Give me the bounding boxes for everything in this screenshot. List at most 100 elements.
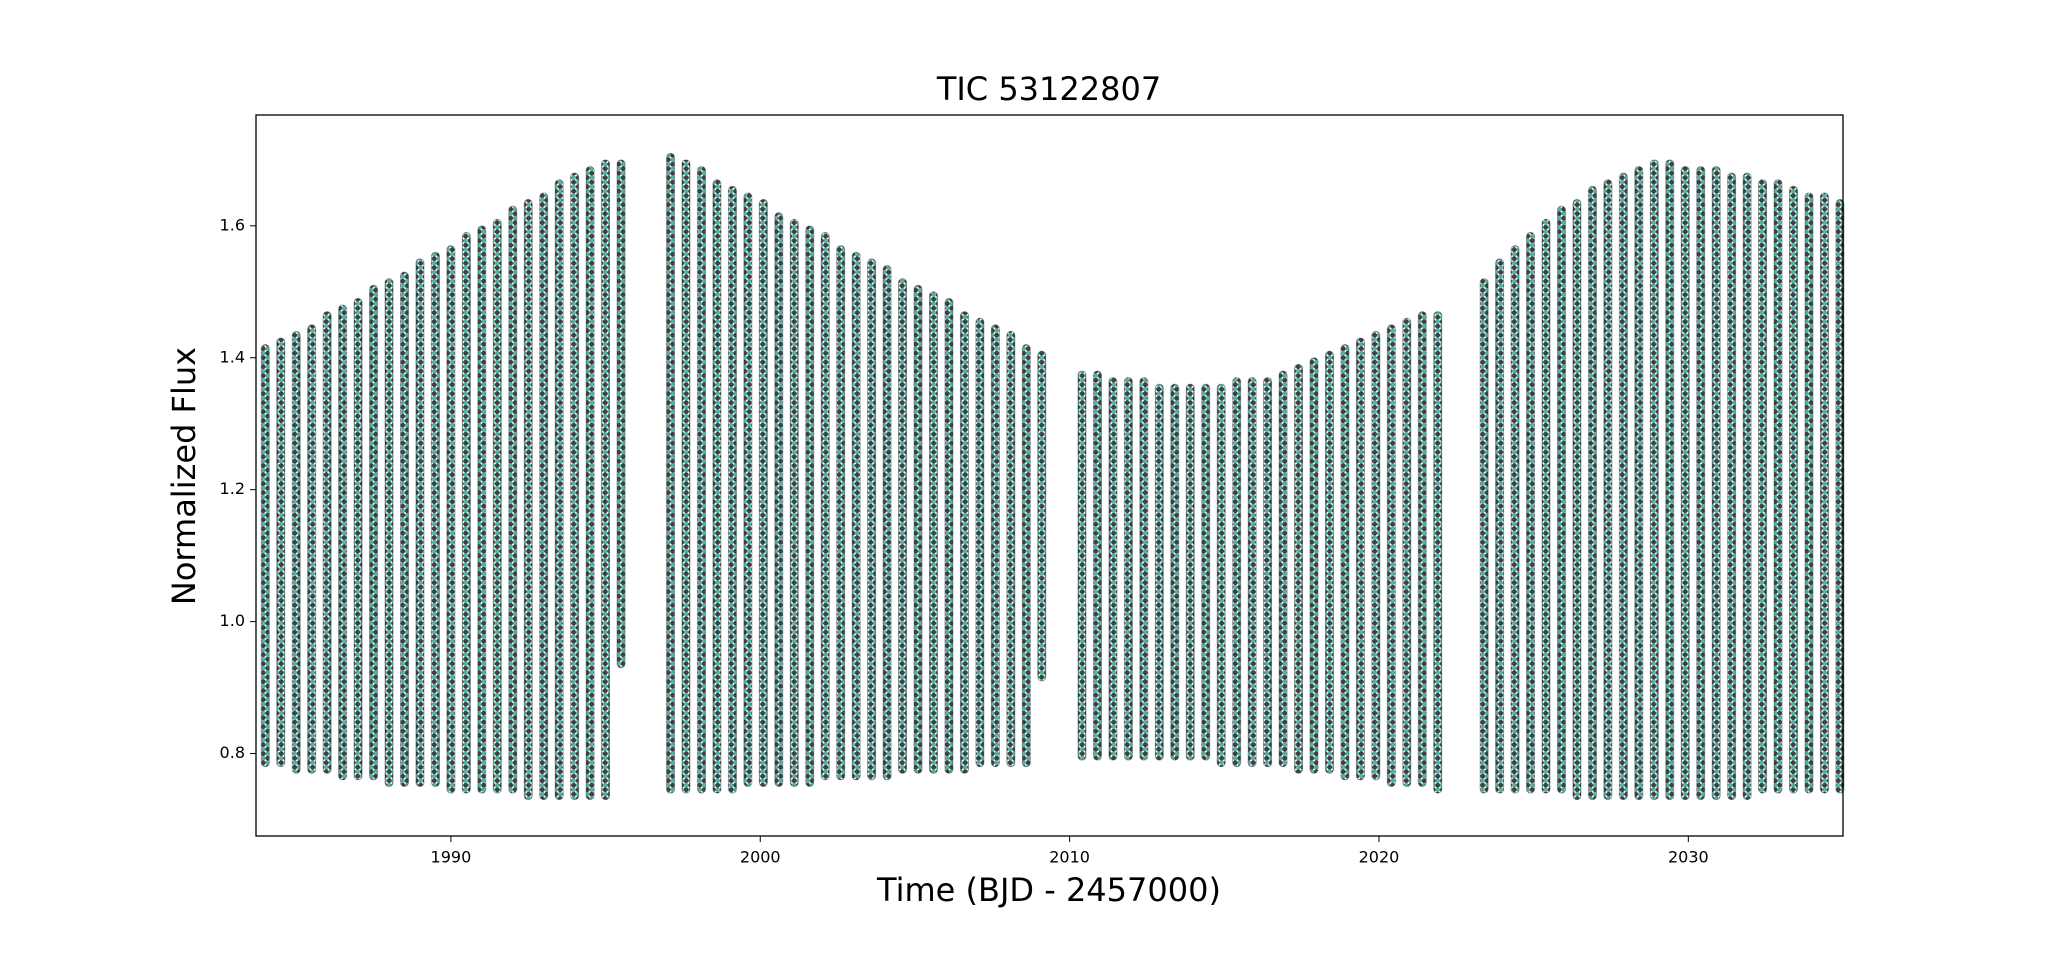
- flux-column: [1495, 258, 1505, 794]
- flux-column: [959, 311, 969, 774]
- flux-column: [681, 159, 691, 794]
- flux-column: [1572, 198, 1582, 801]
- flux-column: [1108, 377, 1118, 761]
- flux-column: [1665, 159, 1675, 801]
- flux-column: [446, 245, 456, 794]
- flux-column: [1556, 205, 1566, 794]
- flux-column: [1634, 165, 1644, 801]
- flux-column: [1170, 383, 1180, 761]
- flux-column: [1680, 165, 1690, 801]
- flux-column: [1294, 363, 1304, 774]
- flux-column: [1727, 172, 1737, 801]
- flux-column: [1479, 278, 1489, 794]
- flux-column: [805, 225, 815, 788]
- flux-column: [1835, 198, 1845, 794]
- flux-column: [1758, 179, 1768, 794]
- flux-column: [1402, 317, 1412, 788]
- x-tick-label: 2000: [740, 848, 781, 867]
- flux-column: [1092, 370, 1102, 761]
- y-axis-label: Normalized Flux: [165, 347, 203, 605]
- flux-column: [1355, 337, 1365, 781]
- flux-column: [1649, 159, 1659, 801]
- x-tick-label: 1990: [431, 848, 472, 867]
- flux-column: [338, 304, 348, 781]
- flux-column: [743, 192, 753, 788]
- flux-column: [1216, 383, 1226, 768]
- flux-column: [1371, 330, 1381, 781]
- flux-column: [384, 278, 394, 788]
- flux-column: [1154, 383, 1164, 761]
- y-tick-label: 1.2: [220, 479, 245, 498]
- flux-column: [539, 192, 549, 801]
- flux-column: [882, 264, 892, 781]
- flux-column: [1006, 330, 1016, 768]
- flux-column: [1309, 357, 1319, 774]
- flux-column: [601, 159, 611, 801]
- y-tick-label: 1.6: [220, 215, 245, 234]
- flux-column: [1603, 179, 1613, 801]
- flux-column: [712, 179, 722, 794]
- flux-column: [1711, 165, 1721, 801]
- flux-column: [928, 291, 938, 774]
- flux-column: [1526, 231, 1536, 794]
- flux-column: [1773, 179, 1783, 794]
- flux-column: [727, 185, 737, 794]
- flux-column: [990, 324, 1000, 768]
- flux-column: [820, 231, 830, 781]
- flux-column: [399, 271, 409, 788]
- x-tick-label: 2010: [1049, 848, 1090, 867]
- flux-column: [1696, 165, 1706, 801]
- flux-column: [461, 231, 471, 794]
- flux-column: [898, 278, 908, 774]
- flux-column: [666, 152, 676, 794]
- flux-column: [1386, 324, 1396, 788]
- y-tick-label: 0.8: [220, 743, 245, 762]
- flux-column: [1587, 185, 1597, 801]
- flux-column: [1510, 245, 1520, 794]
- flux-column: [260, 344, 270, 768]
- flux-column: [1037, 350, 1047, 682]
- x-tick-label: 2030: [1668, 848, 1709, 867]
- flux-column: [1278, 370, 1288, 768]
- flux-column: [492, 218, 502, 794]
- flux-column: [1139, 377, 1149, 761]
- y-tick-label: 1.0: [220, 611, 245, 630]
- plot-frame: [255, 114, 1844, 837]
- flux-column: [585, 165, 595, 801]
- flux-column: [322, 311, 332, 774]
- flux-column: [554, 179, 564, 801]
- flux-column: [353, 297, 363, 781]
- flux-column: [774, 212, 784, 788]
- flux-column: [851, 251, 861, 781]
- flux-column: [508, 205, 518, 794]
- x-tick-label: 2020: [1359, 848, 1400, 867]
- flux-column: [975, 317, 985, 768]
- flux-column: [1201, 383, 1211, 761]
- flux-column: [415, 258, 425, 788]
- flux-column: [1340, 344, 1350, 781]
- flux-column: [1742, 172, 1752, 801]
- flux-column: [369, 284, 379, 781]
- flux-column: [1819, 192, 1829, 794]
- flux-column: [276, 337, 286, 768]
- flux-column: [1618, 172, 1628, 801]
- flux-column: [696, 165, 706, 794]
- flux-column: [291, 330, 301, 774]
- flux-column: [944, 297, 954, 774]
- flux-column: [1021, 344, 1031, 768]
- flux-column: [477, 225, 487, 794]
- flux-column: [1417, 311, 1427, 788]
- flux-column: [570, 172, 580, 801]
- flux-column: [1789, 185, 1799, 794]
- flux-column: [616, 159, 626, 669]
- flux-column: [430, 251, 440, 788]
- flux-column: [1247, 377, 1257, 768]
- flux-column: [1541, 218, 1551, 794]
- flux-column: [1123, 377, 1133, 761]
- flux-column: [1263, 377, 1273, 768]
- flux-column: [1804, 192, 1814, 794]
- y-tick-label: 1.4: [220, 347, 245, 366]
- flux-column: [913, 284, 923, 774]
- flux-column: [1232, 377, 1242, 768]
